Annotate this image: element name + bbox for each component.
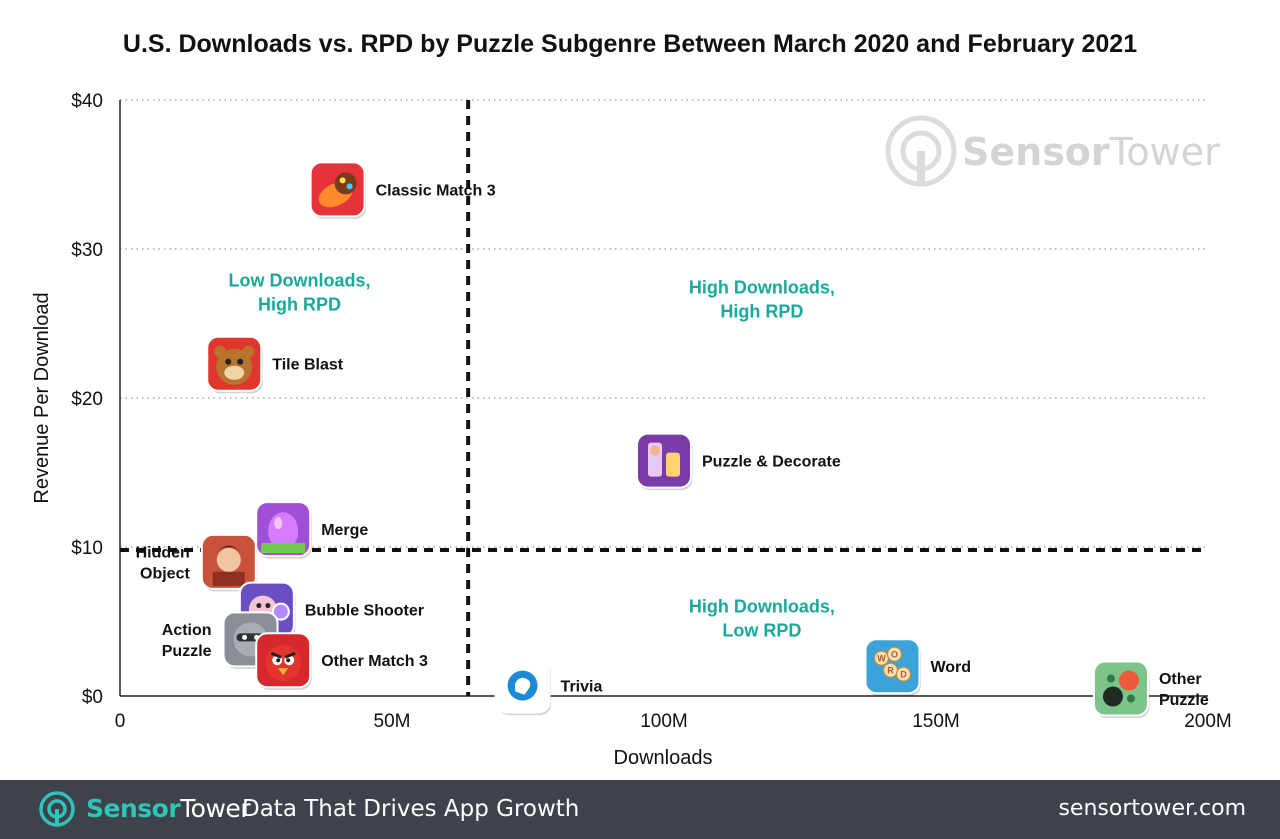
bird-icon [255,632,312,690]
data-points: Classic Match 3 Tile Blast Puzzle & Decora… [136,161,1209,719]
word-icon: W OR D [864,638,921,696]
point-candy: Classic Match 3 [309,161,496,219]
quadrant-label-2: High Downloads, Low RPD [689,597,835,641]
x-axis-label: Downloads [614,747,713,769]
point-label-7: Other Match 3 [321,653,428,670]
x-tick-labels: 0 50M 100M 150M 200M [115,711,1232,732]
brain-icon [494,657,552,716]
y-tick-labels: $0 $10 $20 $30 $40 [71,91,103,708]
portrait-icon [200,533,258,592]
point-label-9: Word [930,659,971,676]
point-label-5: Bubble Shooter [305,603,424,620]
axes [119,100,1208,697]
scatter-chart: U.S. Downloads vs. RPD by Puzzle Subgenr… [31,30,1232,769]
svg-text:O: O [891,650,898,660]
svg-text:W: W [877,654,886,664]
x-tick-label-0: 0 [115,711,126,732]
point-brain: Trivia [494,657,603,716]
sensortower-watermark-icon [885,115,957,187]
point-label-10: Other Puzzle [1159,671,1209,709]
y-tick-label-4: $40 [71,91,103,112]
footer-website-link[interactable]: sensortower.com [1058,796,1246,821]
footer-brand-part2: Tower [180,794,251,823]
point-label-8: Trivia [561,679,603,696]
egg-icon [255,501,312,559]
y-tick-label-3: $30 [71,240,103,261]
watermark-text: SensorTower [962,130,1220,174]
point-label-1: Tile Blast [272,357,344,374]
svg-text:R: R [887,666,894,676]
y-tick-label-0: $0 [82,687,103,708]
bear-icon [206,335,263,394]
footer-brand-part1: Sensor [86,794,181,823]
point-label-6: Action Puzzle [162,622,212,660]
point-bird: Other Match 3 [255,632,428,690]
sensortower-logo-icon [39,791,75,827]
x-tick-label-4: 200M [1184,711,1232,732]
point-label-3: Merge [321,522,368,539]
point-word: W OR D Word [864,638,971,696]
footer-brand: SensorTower [86,794,251,823]
point-portrait: Hidden Object [136,533,258,592]
point-label-4: Hidden Object [136,544,191,582]
dots-icon [1092,660,1150,719]
candy-icon [309,161,367,219]
decorate-icon [636,432,693,491]
point-label-0: Classic Match 3 [376,182,496,199]
point-dots: Other Puzzle [1092,660,1209,719]
y-tick-label-2: $20 [71,389,103,410]
quadrant-label-1: High Downloads, High RPD [689,278,835,322]
y-tick-label-1: $10 [71,538,103,559]
svg-text:D: D [900,670,907,680]
quadrant-labels: Low Downloads, High RPD High Downloads, Hig… [229,270,835,640]
point-decorate: Puzzle & Decorate [636,432,841,491]
quadrant-label-0: Low Downloads, High RPD [229,270,371,314]
point-bear: Tile Blast [206,335,344,394]
x-tick-label-1: 50M [374,711,411,732]
watermark: SensorTower [885,115,1220,187]
x-tick-label-2: 100M [640,711,688,732]
footer-bar: SensorTower Data That Drives App Growth … [0,780,1280,839]
x-tick-label-3: 150M [912,711,960,732]
chart-title: U.S. Downloads vs. RPD by Puzzle Subgenr… [123,30,1137,58]
footer-tagline: Data That Drives App Growth [242,796,580,822]
point-egg: Merge [255,501,368,559]
y-axis-label: Revenue Per Download [31,292,53,503]
point-label-2: Puzzle & Decorate [702,454,841,471]
